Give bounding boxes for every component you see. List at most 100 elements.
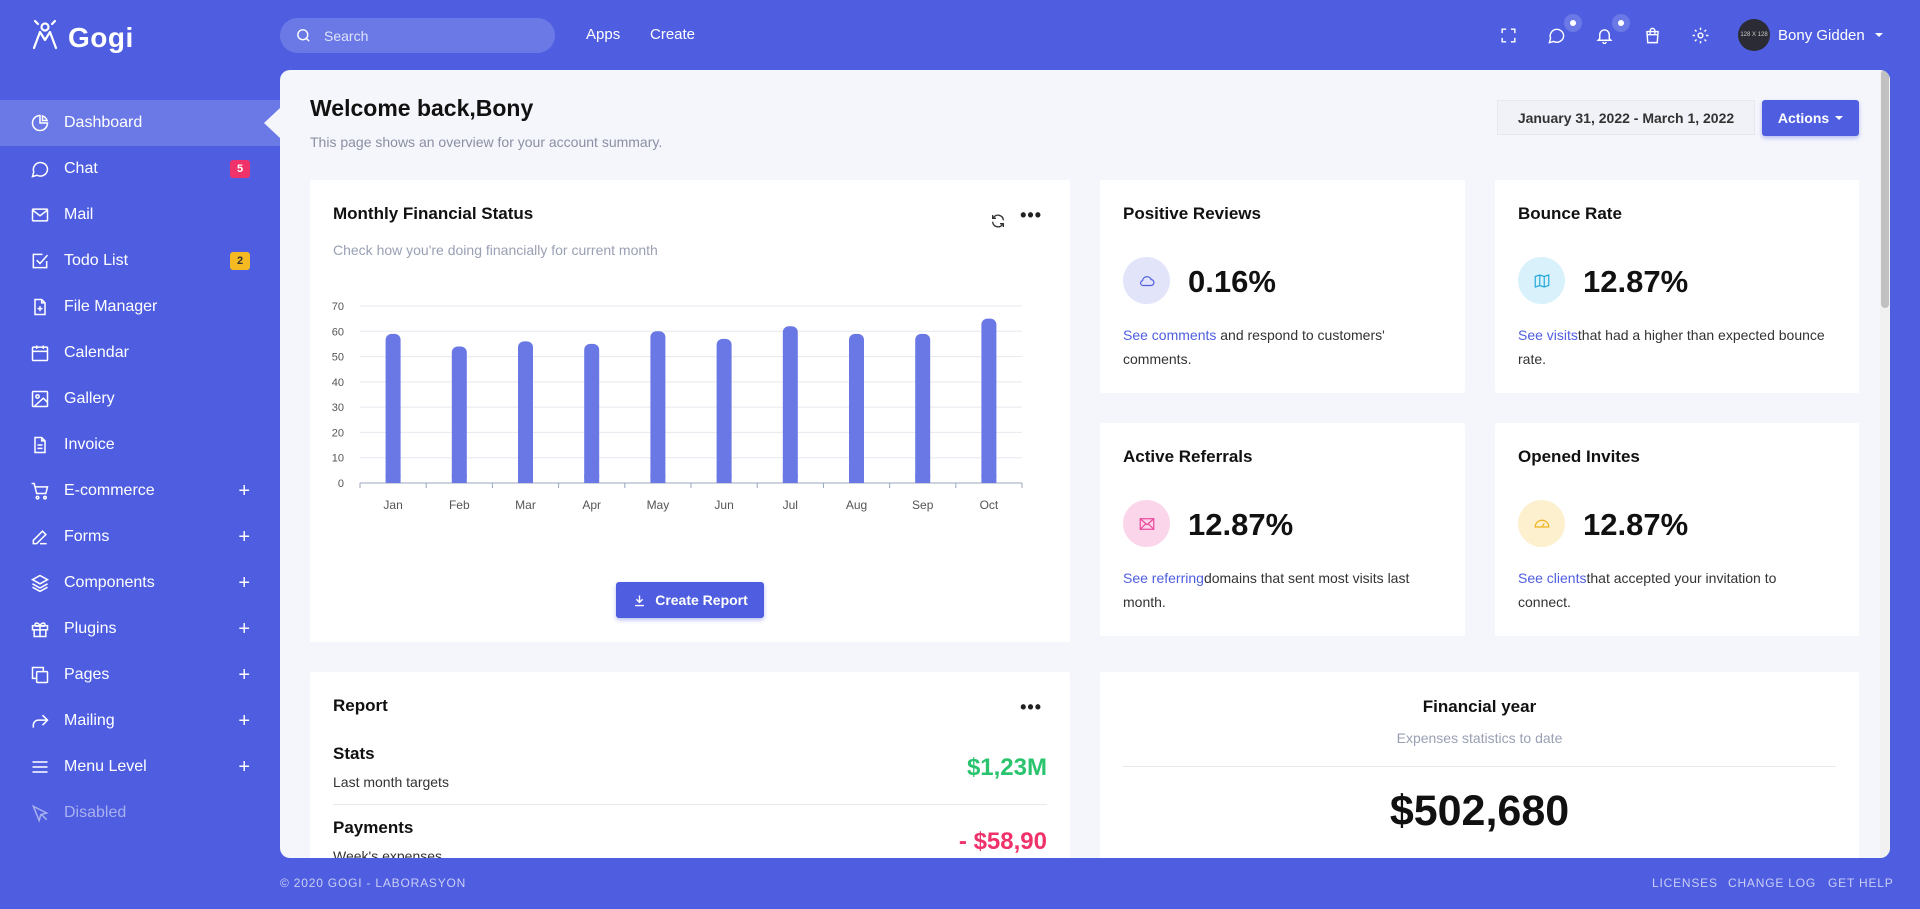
checkbox-icon	[30, 251, 50, 271]
document-icon	[30, 435, 50, 455]
mail-icon	[30, 205, 50, 225]
stat-card-opened-invites: Opened Invites 12.87% See clientsthat ac…	[1495, 423, 1859, 636]
message-icon[interactable]	[1545, 14, 1582, 46]
sidebar-item-label: Chat	[64, 160, 98, 177]
create-report-button[interactable]: Create Report	[616, 582, 764, 618]
stat-text: domains that sent most visits last month…	[1123, 570, 1410, 610]
get-help-link[interactable]: GET HELP	[1828, 876, 1894, 890]
sidebar-item-menu-level[interactable]: Menu Level +	[0, 744, 280, 790]
sidebar-item-label: Calendar	[64, 344, 129, 361]
actions-button[interactable]: Actions	[1762, 100, 1859, 136]
see-visits-link[interactable]: See visits	[1518, 327, 1578, 343]
stat-card-active-referrals: Active Referrals 12.87% See referringdom…	[1100, 423, 1465, 636]
refresh-icon[interactable]	[990, 213, 1006, 229]
see-referring-link[interactable]: See referring	[1123, 570, 1204, 586]
chevron-down-icon	[1874, 33, 1883, 37]
report-row-label: Payments	[333, 818, 414, 837]
sidebar-item-forms[interactable]: Forms +	[0, 514, 280, 560]
apps-link[interactable]: Apps	[586, 26, 621, 43]
card-title: Financial year	[1422, 697, 1537, 716]
change-log-link[interactable]: CHANGE LOG	[1728, 876, 1817, 890]
bar	[849, 333, 864, 483]
pen-icon	[30, 527, 50, 547]
shopping-bag-icon[interactable]	[1641, 24, 1663, 46]
stat-text: and respond to customers' comments.	[1123, 327, 1385, 367]
more-options-icon[interactable]: •••	[1020, 205, 1042, 225]
scrollbar[interactable]	[1880, 70, 1890, 858]
sidebar-item-label: Gallery	[64, 390, 115, 407]
bar	[915, 333, 931, 483]
create-link[interactable]: Create	[650, 26, 696, 43]
copyright: © 2020 GOGI - LABORASYON	[280, 876, 467, 890]
expand-plus-icon[interactable]: +	[238, 755, 250, 778]
stat-text: that accepted your invitation to connect…	[1518, 570, 1777, 610]
brand-logo[interactable]: Gogi	[28, 18, 134, 57]
sidebar-item-label: Todo List	[64, 252, 129, 269]
share-arrow-icon	[30, 711, 50, 731]
scrollbar-thumb[interactable]	[1881, 70, 1889, 308]
sidebar-item-components[interactable]: Components +	[0, 560, 280, 606]
bar-base	[716, 475, 732, 483]
expand-plus-icon[interactable]: +	[238, 709, 250, 732]
sidebar-item-label: Forms	[64, 528, 110, 545]
stat-description: See visitsthat had a higher than expecte…	[1518, 323, 1828, 371]
sidebar-item-gallery[interactable]: Gallery	[0, 376, 280, 422]
sidebar-item-mail[interactable]: Mail	[0, 192, 280, 238]
chat-count-badge: 5	[230, 160, 250, 178]
sidebar-item-label: Mailing	[64, 712, 115, 729]
sidebar-item-mailing[interactable]: Mailing +	[0, 698, 280, 744]
date-range-picker[interactable]: January 31, 2022 - March 1, 2022	[1497, 100, 1755, 135]
create-report-label: Create Report	[655, 592, 748, 608]
bar-base	[782, 475, 798, 483]
sidebar-item-file-manager[interactable]: File Manager	[0, 284, 280, 330]
sidebar-item-todo-list[interactable]: Todo List 2	[0, 238, 280, 284]
sidebar-item-label: Dashboard	[64, 114, 143, 131]
report-row-value: $1,23M	[966, 754, 1047, 781]
stat-value: 12.87%	[1583, 507, 1689, 542]
user-menu[interactable]: 128 X 128 Bony Gidden	[1738, 19, 1883, 51]
licenses-link[interactable]: LICENSES	[1652, 876, 1718, 890]
stat-value: 12.87%	[1583, 264, 1689, 299]
search-input[interactable]	[324, 27, 524, 44]
financial-status-card: Monthly Financial Status Check how you'r…	[310, 180, 1070, 642]
sidebar-item-label: Mail	[64, 206, 94, 223]
sidebar-item-dashboard[interactable]: Dashboard	[0, 100, 280, 146]
stat-description: See comments and respond to customers' c…	[1123, 323, 1433, 371]
sidebar-item-disabled: Disabled	[0, 790, 280, 836]
card-subtitle: Check how you're doing financially for c…	[333, 242, 658, 258]
copy-icon	[30, 665, 50, 685]
financial-year-card: Financial year Expenses statistics to da…	[1100, 672, 1859, 858]
sidebar-item-invoice[interactable]: Invoice	[0, 422, 280, 468]
sidebar-item-label: E-commerce	[64, 482, 155, 499]
expand-plus-icon[interactable]: +	[238, 525, 250, 548]
expand-plus-icon[interactable]: +	[238, 571, 250, 594]
x-tick-label: Jun	[714, 498, 733, 512]
sidebar-item-pages[interactable]: Pages +	[0, 652, 280, 698]
card-title: Opened Invites	[1518, 447, 1640, 466]
y-tick-label: 10	[332, 453, 344, 465]
card-title: Bounce Rate	[1518, 204, 1622, 223]
bell-icon[interactable]	[1593, 14, 1630, 46]
cursor-icon	[30, 803, 50, 823]
see-comments-link[interactable]: See comments	[1123, 327, 1217, 343]
expand-plus-icon[interactable]: +	[238, 617, 250, 640]
search-box[interactable]	[280, 18, 555, 53]
date-range-label: January 31, 2022 - March 1, 2022	[1517, 109, 1735, 126]
stat-description: See referringdomains that sent most visi…	[1123, 566, 1433, 614]
sidebar-item-label: Plugins	[64, 620, 117, 637]
expand-plus-icon[interactable]: +	[238, 663, 250, 686]
file-plus-icon	[30, 297, 50, 317]
fullscreen-icon[interactable]	[1497, 24, 1519, 46]
stat-card-bounce-rate: Bounce Rate 12.87% See visitsthat had a …	[1495, 180, 1859, 393]
gear-icon[interactable]	[1689, 24, 1711, 46]
see-clients-link[interactable]: See clients	[1518, 570, 1587, 586]
sidebar-item-label: Components	[64, 574, 155, 591]
expand-plus-icon[interactable]: +	[238, 479, 250, 502]
sidebar-item-chat[interactable]: Chat 5	[0, 146, 280, 192]
bar	[385, 333, 401, 483]
sidebar-item-plugins[interactable]: Plugins +	[0, 606, 280, 652]
sidebar-item-calendar[interactable]: Calendar	[0, 330, 280, 376]
more-options-icon[interactable]: •••	[1020, 697, 1042, 717]
report-row-label: Stats	[333, 744, 375, 763]
sidebar-item-e-commerce[interactable]: E-commerce +	[0, 468, 280, 514]
